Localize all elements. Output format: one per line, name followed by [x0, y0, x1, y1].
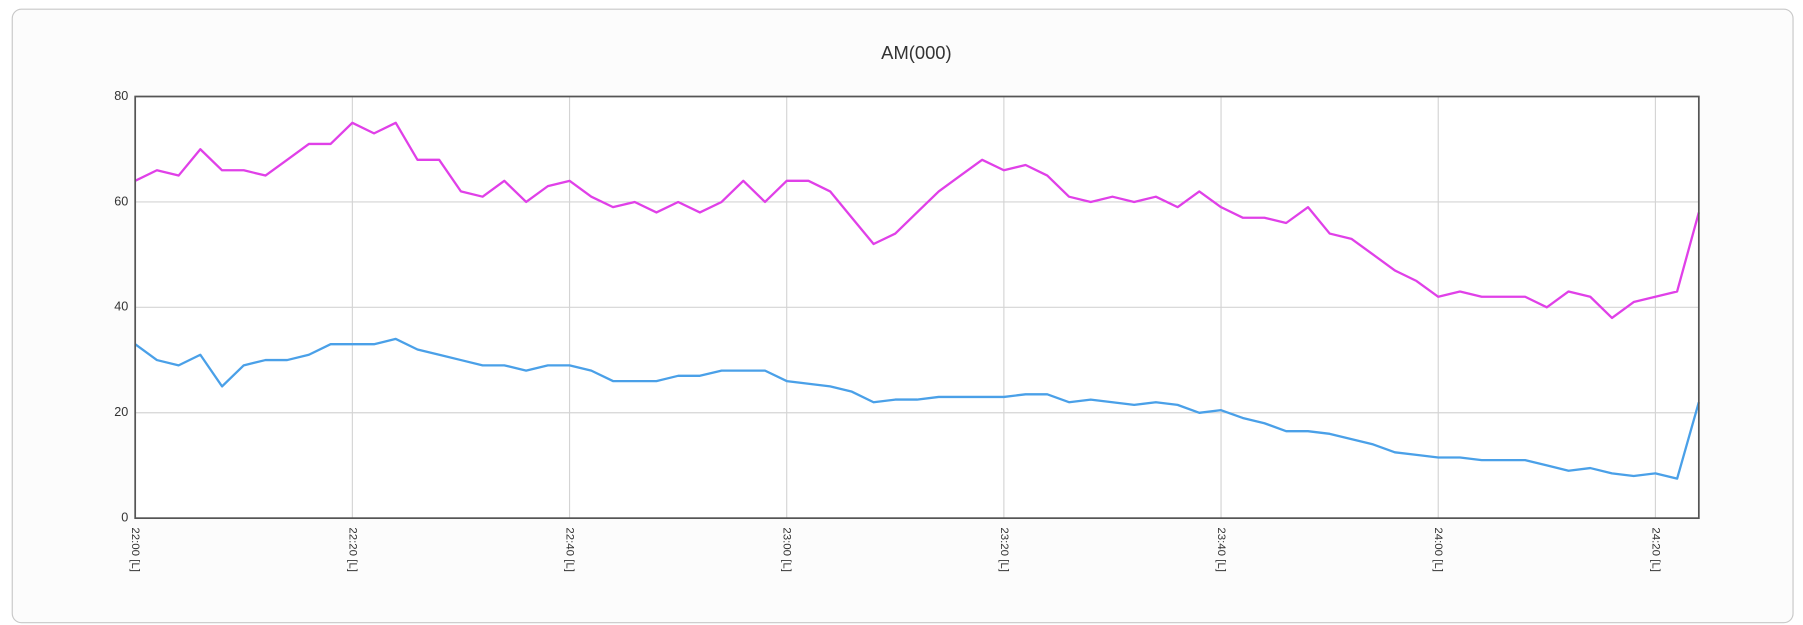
- x-tick-label: 24:20 [L]: [1649, 527, 1661, 572]
- lines: [134, 121, 1700, 480]
- y-tick-label: 20: [114, 405, 128, 419]
- chart-title: AM(000): [881, 42, 951, 63]
- x-tick-label: 22:20 [L]: [346, 527, 358, 572]
- y-tick-label: 0: [121, 510, 128, 524]
- x-tick-label: 23:40 [L]: [1215, 527, 1227, 572]
- x-tick-label: 23:00 [L]: [781, 527, 793, 572]
- series-line: [134, 121, 1700, 320]
- y-tick-label: 80: [114, 89, 128, 103]
- x-tick-label: 24:00 [L]: [1432, 527, 1444, 572]
- series-line: [134, 337, 1700, 480]
- x-tick-label: 23:20 [L]: [998, 527, 1010, 572]
- y-tick-label: 40: [114, 300, 128, 314]
- plot-border: [134, 95, 1700, 520]
- y-tick-label: 60: [114, 194, 128, 208]
- x-tick-label: 22:40 [L]: [564, 527, 576, 572]
- x-tick-label: 22:00 [L]: [129, 527, 141, 572]
